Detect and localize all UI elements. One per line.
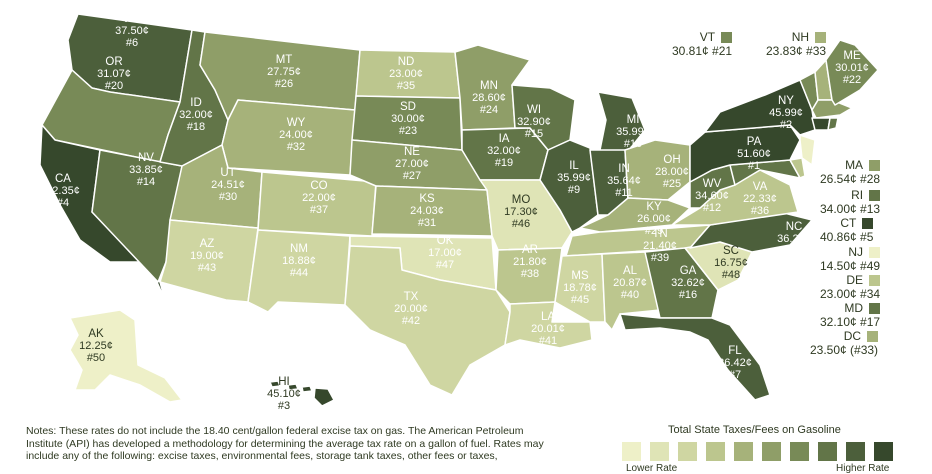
legend-swatch-1 <box>622 442 641 461</box>
label-WA: WA 37.50¢ #6 <box>115 13 149 49</box>
label-AZ: AZ 19.00¢ #43 <box>190 238 224 274</box>
swatch-MD <box>869 303 881 315</box>
state-DE[interactable] <box>789 157 806 179</box>
callout-RI: RI 34.00¢ #13 <box>820 188 881 216</box>
legend-swatch-7 <box>790 442 809 461</box>
label-ID: ID 32.00¢ #18 <box>179 97 213 133</box>
label-WI: WI 32.90¢ #15 <box>517 104 551 140</box>
state-NJ[interactable] <box>799 134 816 166</box>
label-ND: ND 23.00¢ #35 <box>389 56 423 92</box>
legend-swatch-5 <box>734 442 753 461</box>
label-SC: SC 16.75¢ #48 <box>714 245 748 281</box>
label-MS: MS 18.78¢ #45 <box>563 270 597 306</box>
state-ME[interactable] <box>825 39 879 106</box>
label-OH: OH 28.00¢ #25 <box>655 154 689 190</box>
state-TX[interactable] <box>344 245 511 396</box>
legend-swatch-8 <box>818 442 837 461</box>
label-OR: OR 31.07¢ #20 <box>97 56 131 92</box>
callout-DE: DE 23.00¢ #34 <box>820 273 881 301</box>
label-AL: AL 20.87¢ #40 <box>613 265 647 301</box>
state-HI[interactable] <box>269 380 335 407</box>
swatch-MA <box>869 160 881 172</box>
label-HI: HI 45.10¢ #3 <box>267 376 301 412</box>
label-NE: NE 27.00¢ #27 <box>395 146 429 182</box>
legend-swatch-4 <box>706 442 725 461</box>
state-AZ[interactable] <box>159 219 259 303</box>
label-TN: TN 21.40¢ #39 <box>643 228 677 264</box>
label-MN: MN 28.60¢ #24 <box>472 80 506 116</box>
label-NC: NC 36.25¢ #8 <box>777 221 811 257</box>
callout-MD: MD 32.10¢ #17 <box>820 301 881 329</box>
label-IA: IA 32.00¢ #19 <box>487 133 521 169</box>
swatch-NH <box>815 32 827 44</box>
swatch-RI <box>869 190 881 202</box>
label-AR: AR 21.80¢ #38 <box>513 244 547 280</box>
label-NV: NV 33.85¢ #14 <box>129 152 163 188</box>
label-MO: MO 17.30¢ #46 <box>504 194 538 230</box>
legend-swatch-9 <box>846 442 865 461</box>
label-AK: AK 12.25¢ #50 <box>79 328 113 364</box>
legend-high-label: Higher Rate <box>836 463 890 474</box>
label-OK: OK 17.00¢ #47 <box>428 235 462 271</box>
label-CA: CA 42.35¢ #4 <box>46 173 80 209</box>
legend-scale <box>622 442 893 461</box>
label-MI: MI 35.99¢ #10 <box>616 114 650 150</box>
state-FL[interactable] <box>619 313 771 401</box>
label-ME: ME 30.01¢ #22 <box>835 50 869 86</box>
state-MA[interactable] <box>811 99 853 119</box>
label-NY: NY 45.99¢ #2 <box>769 95 803 131</box>
label-KS: KS 24.03¢ #31 <box>410 193 444 229</box>
label-VA: VA 22.33¢ #36 <box>743 181 777 217</box>
state-CT[interactable] <box>811 117 831 131</box>
state-RI[interactable] <box>827 117 839 131</box>
label-WY: WY 24.00¢ #32 <box>279 117 313 153</box>
swatch-CT <box>862 218 874 230</box>
legend-swatch-10 <box>874 442 893 461</box>
label-WV: WV 34.60¢ #12 <box>695 178 729 214</box>
callout-DC: DC 23.50¢ (#33) <box>810 329 879 357</box>
label-GA: GA 32.62¢ #16 <box>671 265 705 301</box>
swatch-DC <box>867 331 879 343</box>
label-SD: SD 30.00¢ #23 <box>391 101 425 137</box>
legend-swatch-6 <box>762 442 781 461</box>
label-FL: FL 36.42¢ #7 <box>718 345 752 381</box>
label-UT: UT 24.51¢ #30 <box>211 167 245 203</box>
label-NM: NM 18.88¢ #44 <box>282 243 316 279</box>
legend-swatch-3 <box>678 442 697 461</box>
callout-MA: MA 26.54¢ #28 <box>820 158 881 186</box>
swatch-NJ <box>869 247 881 259</box>
callout-VT: VT 30.81¢ #21 <box>672 30 733 58</box>
state-MS[interactable] <box>554 253 606 323</box>
callout-NH: NH 23.83¢ #33 <box>766 30 827 58</box>
swatch-DE <box>869 275 881 287</box>
legend-swatch-2 <box>650 442 669 461</box>
legend-title: Total State Taxes/Fees on Gasoline <box>668 424 841 436</box>
state-AK[interactable] <box>69 309 183 403</box>
label-IL: IL 35.99¢ #9 <box>557 160 591 196</box>
label-LA: LA 20.01¢ #41 <box>531 311 565 347</box>
label-IN: IN 35.64¢ #11 <box>607 163 641 199</box>
legend-low-label: Lower Rate <box>626 463 678 474</box>
callout-CT: CT 40.86¢ #5 <box>820 216 874 244</box>
notes-text: Notes: These rates do not include the 18… <box>26 425 544 462</box>
label-MT: MT 27.75¢ #26 <box>267 54 301 90</box>
label-PA: PA 51.60¢ #1 <box>737 136 771 172</box>
state-LA[interactable] <box>504 301 593 349</box>
label-KY: KY 26.00¢ #29 <box>637 201 671 237</box>
callout-NJ: NJ 14.50¢ #49 <box>820 245 881 273</box>
label-CO: CO 22.00¢ #37 <box>302 180 336 216</box>
state-GA[interactable] <box>644 247 719 319</box>
swatch-VT <box>721 32 733 44</box>
label-TX: TX 20.00¢ #42 <box>394 291 428 327</box>
